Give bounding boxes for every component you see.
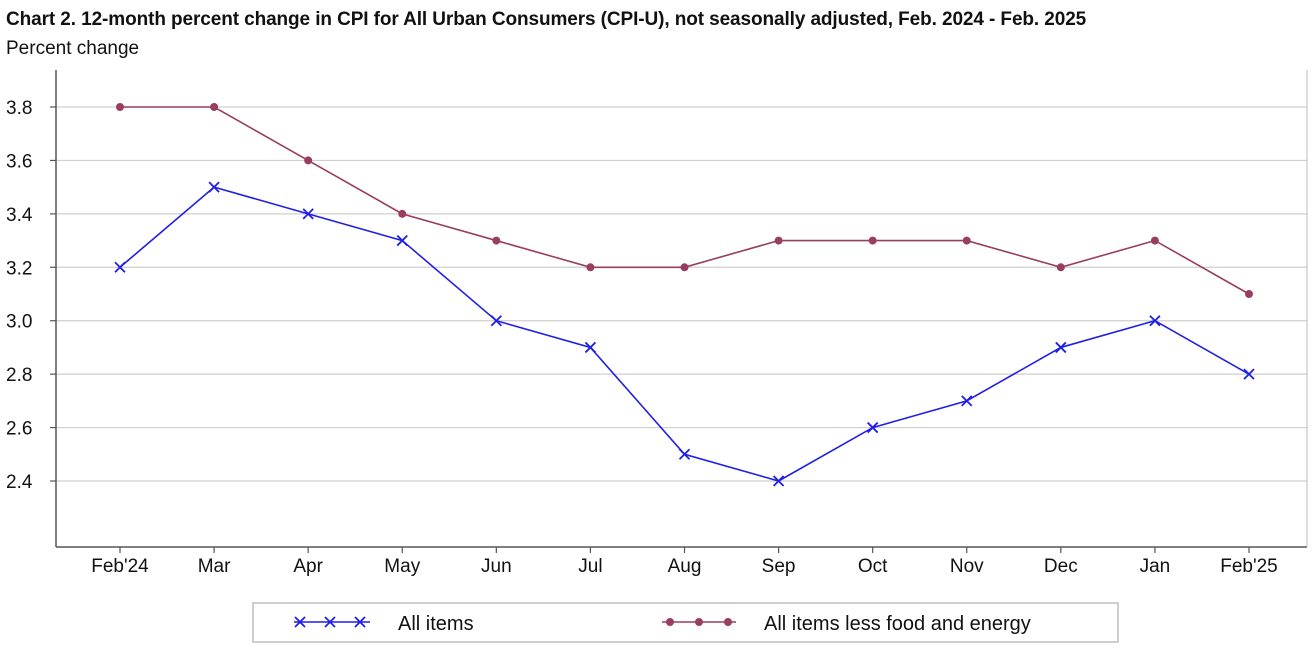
- all-items-point: [396, 234, 408, 247]
- core-point: [116, 103, 124, 111]
- all-items-point: [961, 395, 973, 407]
- x-tick-label: Jun: [481, 556, 512, 577]
- series-lines: [114, 103, 1255, 487]
- y-tick-label: 3.0: [6, 312, 32, 333]
- core-point: [680, 263, 689, 272]
- core-point: [962, 236, 971, 245]
- all-items-point: [302, 208, 314, 220]
- legend-all-items-marker: [354, 616, 366, 628]
- core-point: [868, 236, 877, 245]
- legend-core-marker: [666, 618, 674, 626]
- core-point: [1245, 290, 1253, 298]
- x-tick-label: Mar: [198, 556, 231, 577]
- y-axis-label: Percent change: [6, 38, 140, 59]
- chart-title: Chart 2. 12-month percent change in CPI …: [6, 9, 1087, 30]
- legend-core-marker: [724, 618, 732, 626]
- x-tick-label: May: [384, 556, 420, 577]
- all-items-point: [1243, 368, 1255, 380]
- legend-all-items-marker: [294, 616, 306, 628]
- legend-core-marker: [695, 618, 703, 626]
- x-tick-label: Nov: [950, 556, 984, 577]
- x-tick-label: Dec: [1044, 556, 1078, 577]
- x-tick-label: Jul: [578, 556, 602, 577]
- x-tick-label: Apr: [293, 556, 323, 577]
- legend-all-items-label: All items: [398, 613, 474, 635]
- all-items-point: [114, 261, 126, 273]
- core-point: [210, 103, 219, 111]
- all-items-point: [584, 341, 597, 354]
- y-tick-label: 3.4: [6, 205, 33, 226]
- all-items-point: [490, 315, 502, 327]
- all-items-line: [119, 186, 1250, 482]
- x-tick-label: Feb'24: [91, 556, 149, 577]
- core-point: [398, 209, 407, 218]
- all-items-point: [772, 475, 785, 487]
- core-point: [774, 236, 783, 245]
- all-items-point: [208, 181, 220, 193]
- gridlines: [56, 106, 1307, 482]
- y-tick-label: 2.6: [6, 419, 32, 440]
- legend-all-items-marker: [324, 616, 336, 628]
- core-point: [304, 156, 313, 165]
- all-items-point: [1055, 341, 1067, 354]
- core-point: [586, 263, 595, 272]
- x-tick-label: Jan: [1140, 556, 1171, 577]
- all-items-point: [678, 448, 691, 460]
- x-tick-label: Oct: [858, 556, 888, 577]
- legend-core-label: All items less food and energy: [764, 613, 1031, 635]
- x-tick-label: Aug: [668, 556, 702, 577]
- y-tick-label: 3.6: [6, 151, 32, 172]
- y-tick-label: 3.8: [6, 98, 32, 119]
- all-items-point: [1149, 315, 1161, 327]
- axes: 2.4 2.6 2.8 3.0 3.2 3.4 3.6 3.8 Feb'24 Mar Apr May J…: [6, 70, 1308, 577]
- legend: All items All items less food and energy: [252, 602, 1119, 643]
- y-tick-label: 2.8: [6, 365, 32, 386]
- core-point: [492, 236, 501, 245]
- all-items-point: [867, 421, 879, 434]
- core-point: [1150, 236, 1159, 245]
- y-tick-label: 3.2: [6, 258, 32, 279]
- x-tick-label: Sep: [762, 556, 796, 577]
- x-tick-label: Feb'25: [1220, 556, 1278, 577]
- core-point: [1056, 263, 1065, 272]
- y-tick-label: 2.4: [6, 472, 33, 493]
